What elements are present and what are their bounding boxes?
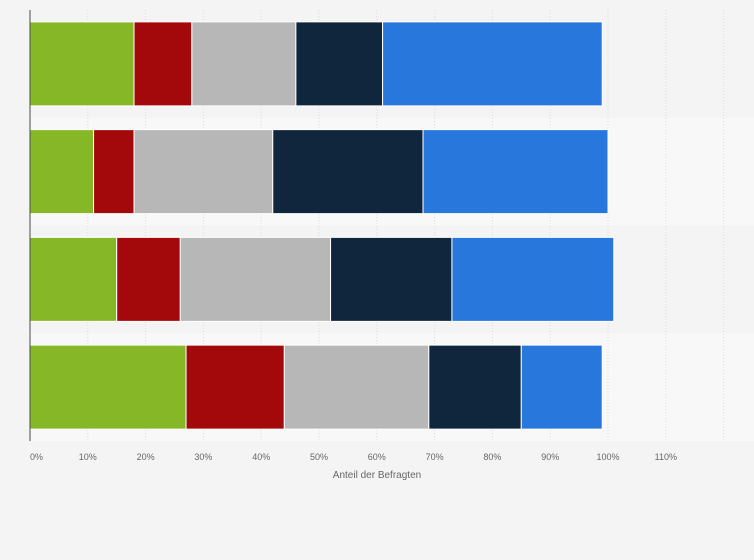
bar-row2-segment2 bbox=[93, 129, 135, 215]
bar-row3-segment3 bbox=[179, 236, 332, 322]
x-tick-labels: 0% 10% 20% 30% 40% 50% 60% 70% 80% 90% 100% 110% bbox=[30, 452, 677, 462]
x-tick-label: 40% bbox=[252, 452, 270, 462]
bar-series bbox=[29, 21, 615, 430]
x-tick-label: 10% bbox=[79, 452, 97, 462]
bar-row1-segment3 bbox=[191, 21, 297, 107]
x-tick-label: 0% bbox=[30, 452, 43, 462]
x-tick-label: 100% bbox=[596, 452, 619, 462]
x-tick-label: 60% bbox=[368, 452, 386, 462]
x-tick-label: 80% bbox=[483, 452, 501, 462]
bar-row1-segment1 bbox=[29, 21, 135, 107]
bar-row2-segment3 bbox=[133, 129, 274, 215]
bar-row1-segment5 bbox=[382, 21, 603, 107]
bar-row2-segment4 bbox=[272, 129, 424, 215]
x-tick-label: 20% bbox=[137, 452, 155, 462]
bar-row2-segment1 bbox=[29, 129, 95, 215]
bar-row4-segment4 bbox=[428, 344, 522, 430]
bar-row4-segment1 bbox=[29, 344, 187, 430]
bar-row4-segment5 bbox=[520, 344, 603, 430]
bar-row1-segment4 bbox=[295, 21, 384, 107]
bar-row3-segment5 bbox=[451, 236, 615, 322]
bar-row4-segment3 bbox=[283, 344, 430, 430]
bar-row1-segment2 bbox=[133, 21, 193, 107]
bar-row3-segment4 bbox=[330, 236, 453, 322]
x-tick-label: 70% bbox=[426, 452, 444, 462]
bar-row2-segment5 bbox=[422, 129, 609, 215]
x-tick-label: 30% bbox=[194, 452, 212, 462]
x-axis-title: Anteil der Befragten bbox=[333, 470, 421, 481]
bar-row3-segment2 bbox=[116, 236, 181, 322]
bar-row3-segment1 bbox=[29, 236, 118, 322]
x-tick-label: 90% bbox=[541, 452, 559, 462]
bar-row4-segment2 bbox=[185, 344, 285, 430]
x-tick-label: 110% bbox=[655, 452, 677, 462]
x-tick-label: 50% bbox=[310, 452, 328, 462]
